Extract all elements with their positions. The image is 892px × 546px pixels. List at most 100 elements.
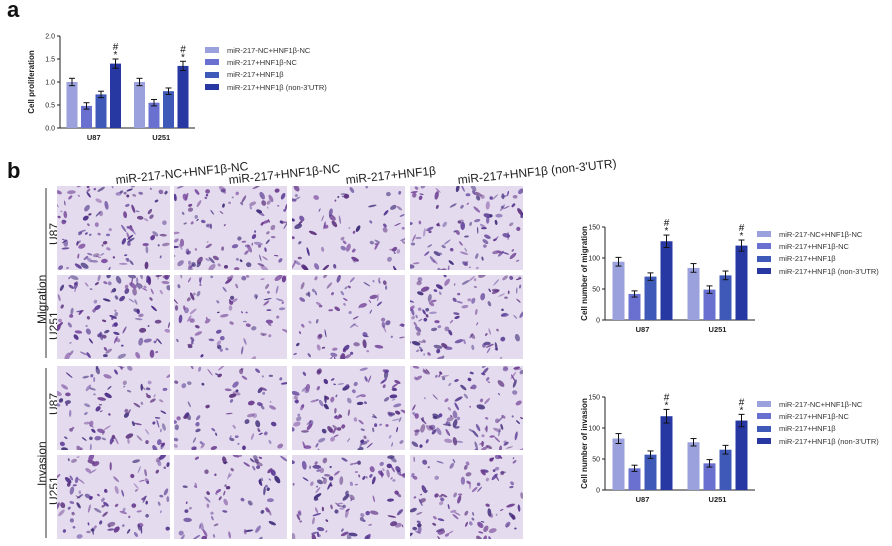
stained-cell [386, 191, 391, 197]
stained-cell [310, 399, 318, 403]
microscopy-image-r1-c2 [174, 186, 287, 270]
stained-cell [491, 288, 500, 293]
stained-cell [315, 487, 321, 494]
stained-cell [480, 227, 487, 230]
stained-cell [368, 523, 373, 526]
stained-cell [194, 248, 198, 251]
stained-cell [428, 301, 435, 307]
stained-cell [155, 469, 160, 474]
stained-cell [477, 486, 483, 493]
stained-cell [58, 265, 64, 270]
stained-cell [478, 531, 484, 534]
bar [628, 293, 641, 320]
stained-cell [324, 329, 327, 338]
significance-hash: # [113, 42, 119, 53]
stained-cell [206, 491, 210, 496]
stained-cell [447, 530, 454, 535]
stained-cell [201, 219, 206, 224]
stained-cell [280, 382, 287, 385]
stained-cell [302, 441, 306, 449]
stained-cell [340, 236, 345, 241]
stained-cell [385, 423, 389, 428]
stained-cell [313, 497, 319, 501]
stained-cell [255, 368, 261, 373]
stained-cell [411, 315, 415, 320]
stained-cell [296, 416, 302, 422]
stained-cell [379, 423, 383, 426]
stained-cell [240, 202, 244, 206]
stained-cell [86, 352, 91, 359]
stained-cell [328, 356, 334, 359]
stained-cell [355, 225, 361, 232]
stained-cell [95, 198, 103, 203]
stained-cell [132, 459, 141, 464]
stained-cell [413, 456, 415, 462]
stained-cell [184, 509, 189, 513]
stained-cell [229, 321, 234, 325]
stained-cell [188, 203, 193, 207]
stained-cell [136, 277, 139, 285]
stained-cell [500, 336, 506, 342]
stained-cell [202, 529, 208, 537]
stained-cell [156, 439, 162, 446]
stained-cell [396, 426, 399, 433]
stained-cell [187, 264, 193, 270]
stained-cell [419, 444, 423, 448]
stained-cell [390, 204, 397, 210]
stained-cell [239, 368, 244, 375]
stained-cell [124, 408, 129, 413]
stained-cell [369, 240, 374, 245]
stained-cell [292, 198, 297, 202]
stained-cell [112, 288, 117, 293]
stained-cell [94, 222, 99, 227]
stained-cell [255, 420, 261, 428]
stained-cell [276, 315, 280, 319]
stained-cell [149, 398, 156, 403]
bar [163, 91, 174, 128]
stained-cell [93, 299, 98, 304]
stained-cell [195, 428, 201, 433]
stained-cell [133, 308, 140, 313]
stained-cell [86, 257, 93, 263]
stained-cell [69, 427, 73, 432]
stained-cell [192, 534, 201, 539]
stained-cell [455, 440, 464, 443]
bar [660, 241, 673, 320]
stained-cell [176, 338, 179, 343]
stained-cell [224, 484, 227, 487]
stained-cell [234, 267, 240, 270]
stained-cell [365, 186, 368, 189]
stained-cell [334, 199, 337, 202]
stained-cell [133, 402, 141, 408]
bar [110, 63, 121, 128]
stained-cell [213, 523, 219, 527]
stained-cell [514, 527, 517, 530]
stained-cell [70, 275, 79, 281]
stained-cell [117, 366, 125, 369]
stained-cell [488, 328, 491, 335]
stained-cell [327, 425, 334, 433]
stained-cell [464, 235, 469, 238]
stained-cell [134, 299, 138, 305]
stained-cell [410, 507, 417, 513]
stained-cell [449, 462, 455, 469]
stained-cell [57, 390, 62, 396]
legend-swatch [205, 84, 219, 91]
stained-cell [448, 329, 453, 336]
stained-cell [465, 461, 470, 466]
stained-cell [471, 344, 475, 351]
stained-cell [145, 513, 149, 518]
stained-cell [337, 502, 344, 505]
stained-cell [127, 237, 135, 243]
stained-cell [380, 470, 383, 478]
legend-label: miR-217-NC+HNF1β-NC [779, 229, 863, 239]
stained-cell [330, 504, 333, 510]
stained-cell [257, 244, 262, 248]
stained-cell [473, 206, 481, 213]
stained-cell [138, 337, 144, 346]
stained-cell [261, 477, 264, 482]
stained-cell [366, 350, 370, 353]
stained-cell [347, 437, 351, 443]
stained-cell [359, 439, 364, 449]
